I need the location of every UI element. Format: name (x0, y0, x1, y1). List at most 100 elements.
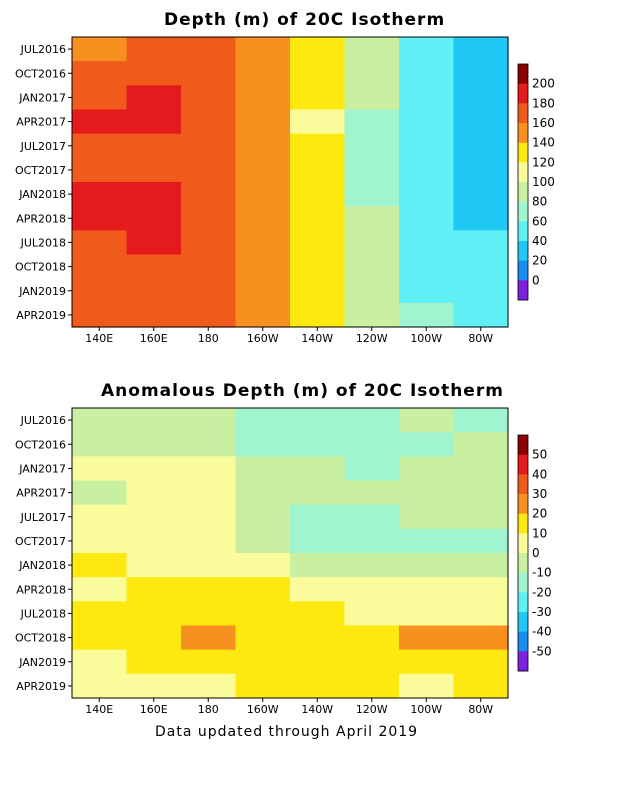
heatmap-cell (235, 528, 291, 554)
heatmap-cell (235, 61, 291, 86)
heatmap-cell (453, 37, 509, 62)
colorbar-label: 40 (532, 234, 547, 248)
heatmap-cell (126, 601, 182, 627)
heatmap-cell (399, 85, 455, 111)
heatmap-cell (126, 528, 182, 554)
heatmap-cell (399, 230, 455, 256)
heatmap-cell (72, 625, 128, 651)
y-tick-label: OCT2017 (15, 164, 66, 177)
heatmap-cell (344, 133, 400, 159)
chart-panel-2: JUL2016 OCT2016 JAN2017 APR2017 JUL2017 OCT20… (15, 407, 552, 716)
heatmap-cell (399, 206, 455, 231)
x-tick-label: 80W (468, 703, 493, 716)
heatmap-cell (126, 577, 182, 602)
colorbar-swatch (518, 572, 528, 593)
colorbar-label: 100 (532, 175, 555, 189)
heatmap-cell (453, 302, 509, 328)
x-tick-label: 160W (247, 703, 279, 716)
colorbar-swatch (518, 533, 528, 554)
heatmap-cell (290, 432, 346, 457)
heatmap-cell (344, 601, 400, 627)
heatmap-cell (290, 504, 346, 530)
heatmap-cell (344, 278, 400, 304)
y-tick-label: JAN2018 (18, 188, 66, 201)
heatmap-cell (290, 182, 346, 207)
x-tick-label: 180 (198, 703, 219, 716)
heatmap-cell (290, 109, 346, 135)
heatmap-cell (290, 480, 346, 506)
colorbar-swatch (518, 280, 528, 301)
y-tick-label: APR2017 (16, 116, 66, 129)
colorbar-frame (517, 434, 529, 672)
heatmap-cell (235, 302, 291, 328)
colorbar-swatch (518, 103, 528, 124)
heatmap-cell (181, 649, 237, 675)
y-tick-label: OCT2016 (15, 67, 66, 80)
x-tick-label: 140W (301, 703, 333, 716)
colorbar-label: 20 (532, 254, 547, 268)
heatmap-cell (72, 157, 128, 183)
colorbar-label: -20 (532, 585, 552, 599)
colorbar-swatch (518, 435, 528, 456)
heatmap-cell (72, 649, 128, 675)
colorbar-label: -30 (532, 605, 552, 619)
heatmap-cell (344, 302, 400, 328)
colorbar-label: 180 (532, 96, 555, 110)
y-tick-label: OCT2017 (15, 535, 66, 548)
heatmap-cell (290, 302, 346, 328)
colorbar-swatch (518, 162, 528, 183)
heatmap-cell (453, 109, 509, 135)
x-tick-label: 80W (468, 332, 493, 345)
heatmap-cell (344, 673, 400, 699)
heatmap-cell (235, 504, 291, 530)
heatmap-cell (399, 37, 455, 62)
colorbar-label: -10 (532, 566, 552, 580)
heatmap-cell (399, 673, 455, 699)
heatmap-cell (344, 456, 400, 482)
colorbar-swatch (518, 592, 528, 613)
heatmap-cell (181, 302, 237, 328)
heatmap-cell (181, 504, 237, 530)
colorbar-swatch (518, 221, 528, 242)
heatmap-cell (126, 456, 182, 482)
x-tick-label: 180 (198, 332, 219, 345)
heatmap-cell (126, 230, 182, 256)
heatmap-cell (126, 61, 182, 86)
colorbar-swatch (518, 182, 528, 203)
heatmap-cell (453, 456, 509, 482)
chart-panel-1: JUL2016 OCT2016 JAN2017 APR2017 JUL2017 OCT20… (15, 36, 555, 345)
colorbar-label: 50 (532, 448, 547, 462)
heatmap-cell (344, 528, 400, 554)
heatmap-cell (399, 480, 455, 506)
y-tick-label: JUL2018 (20, 236, 66, 249)
heatmap-cell (235, 278, 291, 304)
heatmap-cell (235, 230, 291, 256)
heatmap-cell (290, 278, 346, 304)
heatmap-cell (290, 157, 346, 183)
heatmap-cell (453, 230, 509, 256)
colorbar-swatch (518, 513, 528, 534)
heatmap-cell (399, 278, 455, 304)
heatmap-cell (290, 601, 346, 627)
heatmap-cell (126, 673, 182, 699)
heatmap-cell (126, 133, 182, 159)
heatmap-cell (126, 37, 182, 62)
y-tick-label: APR2018 (16, 583, 66, 596)
heatmap-cell (453, 504, 509, 530)
heatmap-cell (235, 182, 291, 207)
heatmap-cell (181, 182, 237, 207)
colorbar-label: 0 (532, 546, 540, 560)
heatmap-cell (235, 432, 291, 457)
heatmap-cell (399, 577, 455, 602)
colorbar-label: -40 (532, 625, 552, 639)
x-tick-label: 140E (85, 332, 113, 345)
colorbar-label: 30 (532, 487, 547, 501)
heatmap-cell (181, 278, 237, 304)
x-tick-label: 120W (356, 332, 388, 345)
heatmap-cell (126, 278, 182, 304)
plot-frame (71, 36, 509, 328)
heatmap-cell (453, 577, 509, 602)
heatmap-cell (181, 85, 237, 111)
colorbar-label: 10 (532, 526, 547, 540)
